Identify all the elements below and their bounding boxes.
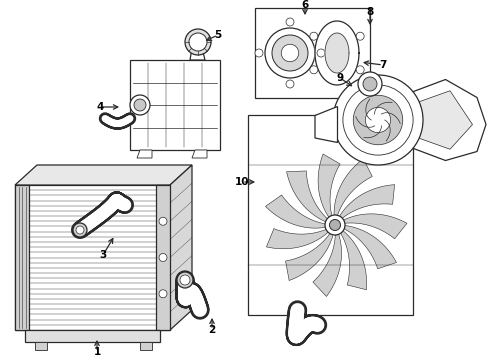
Circle shape: [363, 77, 377, 91]
Circle shape: [310, 32, 318, 40]
Circle shape: [366, 107, 391, 132]
Polygon shape: [156, 185, 170, 330]
Circle shape: [159, 290, 167, 298]
Circle shape: [286, 80, 294, 88]
Circle shape: [356, 66, 364, 74]
Text: 10: 10: [235, 177, 249, 187]
Circle shape: [76, 226, 84, 234]
Circle shape: [180, 275, 190, 285]
Polygon shape: [35, 342, 47, 350]
Circle shape: [343, 85, 413, 155]
Circle shape: [159, 217, 167, 225]
Text: 4: 4: [97, 102, 104, 112]
Circle shape: [189, 33, 207, 51]
Circle shape: [353, 95, 403, 145]
Circle shape: [281, 44, 299, 62]
Circle shape: [265, 28, 315, 78]
Circle shape: [185, 29, 211, 55]
Circle shape: [333, 75, 423, 165]
Polygon shape: [315, 21, 359, 85]
Circle shape: [325, 215, 345, 235]
Polygon shape: [410, 80, 486, 161]
Polygon shape: [170, 165, 192, 330]
Circle shape: [177, 272, 193, 288]
Polygon shape: [325, 33, 349, 73]
Circle shape: [310, 66, 318, 74]
Text: 6: 6: [301, 0, 309, 10]
Polygon shape: [287, 171, 327, 222]
Text: 3: 3: [99, 250, 107, 260]
Polygon shape: [140, 342, 152, 350]
Circle shape: [358, 72, 382, 96]
Polygon shape: [15, 165, 192, 185]
Circle shape: [286, 18, 294, 26]
Polygon shape: [341, 231, 367, 290]
Circle shape: [272, 35, 308, 71]
Polygon shape: [15, 185, 170, 330]
Text: 8: 8: [367, 7, 374, 17]
Polygon shape: [340, 185, 394, 218]
Circle shape: [159, 253, 167, 261]
Circle shape: [356, 32, 364, 40]
Circle shape: [130, 95, 150, 115]
Polygon shape: [130, 60, 220, 150]
Polygon shape: [313, 234, 342, 297]
Polygon shape: [315, 107, 338, 143]
Polygon shape: [286, 234, 333, 280]
Text: 5: 5: [215, 30, 221, 40]
Circle shape: [317, 49, 325, 57]
Circle shape: [73, 223, 87, 237]
Polygon shape: [248, 115, 413, 315]
Polygon shape: [137, 150, 152, 158]
Text: 7: 7: [379, 60, 387, 70]
Circle shape: [255, 49, 263, 57]
Polygon shape: [255, 8, 370, 98]
Polygon shape: [418, 91, 472, 149]
Text: 9: 9: [337, 73, 343, 83]
Circle shape: [134, 99, 146, 111]
Text: 2: 2: [208, 325, 216, 335]
Polygon shape: [15, 185, 29, 330]
Circle shape: [329, 220, 341, 230]
Text: 1: 1: [94, 347, 100, 357]
Polygon shape: [343, 214, 407, 239]
Polygon shape: [318, 154, 340, 217]
Polygon shape: [344, 225, 396, 269]
Polygon shape: [190, 48, 205, 60]
Polygon shape: [267, 229, 328, 249]
Polygon shape: [266, 195, 325, 228]
Polygon shape: [192, 150, 207, 158]
Polygon shape: [25, 330, 160, 342]
Polygon shape: [334, 159, 372, 215]
